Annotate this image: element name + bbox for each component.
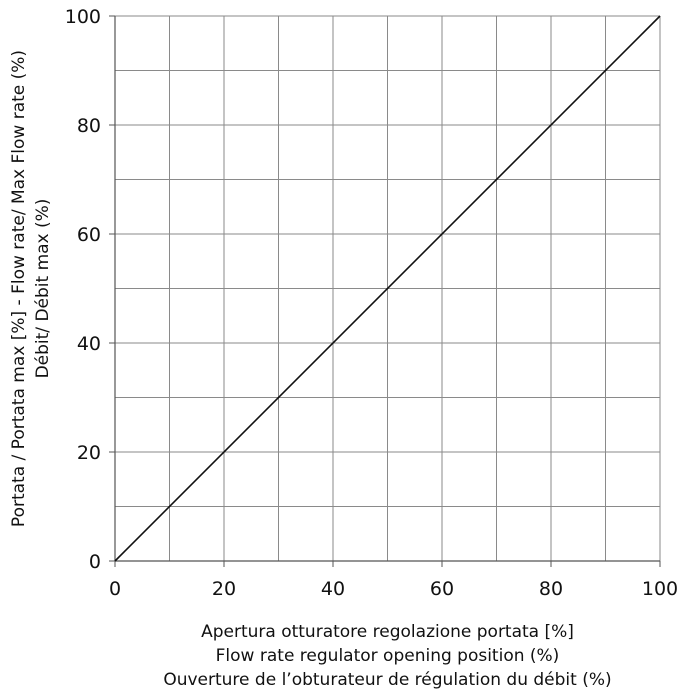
x-axis-label-line: Apertura otturatore regolazione portata … xyxy=(201,622,574,642)
x-axis-label-line: Flow rate regulator opening position (%) xyxy=(216,646,560,666)
x-tick-label: 100 xyxy=(642,578,678,600)
axis-labels: Apertura otturatore regolazione portata … xyxy=(9,50,612,690)
x-axis-label-line: Ouverture de l’obturateur de régulation … xyxy=(163,670,611,690)
y-tick-label: 80 xyxy=(77,115,101,137)
series-layer xyxy=(114,15,661,562)
y-tick-label: 40 xyxy=(77,333,101,355)
y-tick-label: 20 xyxy=(77,442,101,464)
x-tick-label: 80 xyxy=(539,578,563,600)
y-axis-label-line: Portata / Portata max [%] - Flow rate/ M… xyxy=(9,50,29,527)
x-tick-label: 60 xyxy=(430,578,454,600)
x-tick-label: 40 xyxy=(321,578,345,600)
series-line-0 xyxy=(114,15,661,562)
tick-labels: 0 20 40 60 80 100 0 20 40 60 80 100 xyxy=(65,6,678,600)
x-tick-label: 0 xyxy=(109,578,121,600)
x-tick-label: 20 xyxy=(212,578,236,600)
axes xyxy=(109,15,661,567)
y-tick-label: 60 xyxy=(77,224,101,246)
y-axis-label-line: Débit/ Débit max (%) xyxy=(33,199,53,379)
y-tick-label: 100 xyxy=(65,6,101,28)
y-tick-label: 0 xyxy=(89,551,101,573)
